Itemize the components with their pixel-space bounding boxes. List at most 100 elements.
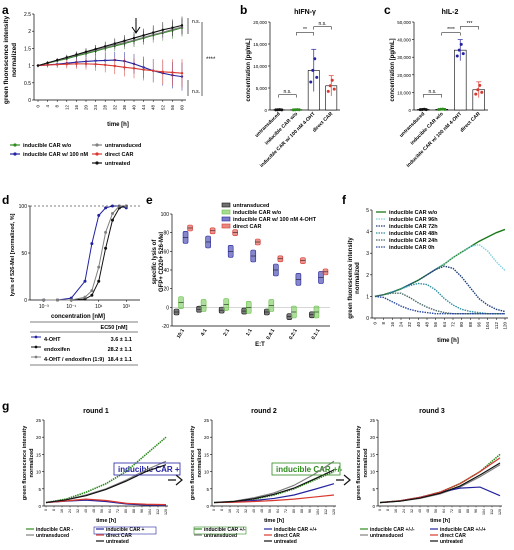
f-xtick-label: 88 (468, 322, 473, 328)
d-row-value-2: 28.2 ± 1.1 (108, 347, 132, 353)
d-point (42, 298, 46, 302)
c-category-label: inducible CAR w/o (409, 111, 444, 146)
g2-xtick-label: 16 (228, 509, 232, 513)
c-datapoint (424, 108, 428, 112)
b-ylabel: concentration [pg/mL] (246, 38, 252, 101)
a-xtick-label: 16 (74, 105, 79, 111)
g3-xlabel: time [h] (430, 518, 450, 524)
a-ns-bottom: n.s. (192, 89, 200, 95)
b-sig-bracket (313, 26, 332, 30)
c-datapoint (443, 107, 447, 111)
e-ytick-label: 20 (163, 287, 169, 293)
g1-xtick-label: 40 (84, 509, 88, 513)
c-sig-label: **** (447, 27, 455, 33)
d-row-name-1: 4-OHT (44, 337, 61, 343)
g2-xtick-label: 120 (332, 509, 336, 515)
a-point (142, 68, 145, 71)
f-xtick-label: 32 (407, 322, 412, 328)
g3-ytick-label: 5 (372, 487, 375, 492)
d-xlabel: concentration [nM] (51, 314, 105, 320)
a-point (123, 66, 126, 69)
a-legend-marker (13, 143, 17, 147)
a-point (161, 70, 164, 73)
f-xtick-label: 112 (494, 322, 499, 330)
e-ytick-label: 0 (166, 305, 169, 311)
d-point (69, 298, 73, 302)
g1-xtick-label: 72 (116, 509, 120, 513)
g2-ytick-label: 25 (204, 418, 210, 423)
f-xtick-label: 120 (503, 322, 508, 330)
a-point (132, 67, 136, 70)
d-point (90, 289, 94, 293)
c-category-label: direct CAR (459, 111, 482, 134)
g2-ytick-label: 5 (206, 487, 209, 492)
a-series-line (37, 24, 183, 67)
e-ytick-label: 100 (161, 212, 170, 218)
b-ytick-label: 10,000 (253, 64, 267, 69)
a-xtick-label: 12 (64, 105, 69, 111)
e-ytick-label: 60 (163, 249, 169, 255)
g3-xtick-label: 16 (394, 509, 398, 513)
g1-xtick-label: 48 (92, 509, 96, 513)
a-legend-marker (95, 152, 99, 156)
a-xtick-label: 52 (160, 105, 165, 111)
b-datapoint (280, 108, 284, 112)
g3-xtick-label: 104 (482, 509, 486, 515)
a-xtick-label: 20 (84, 105, 89, 111)
e-ytick-label: -20 (162, 324, 169, 330)
f-xtick-label: 48 (425, 322, 430, 328)
g3-ylabel-1: green fluorescence intensity (356, 425, 362, 501)
f-ytick-label: 0 (366, 316, 369, 322)
f-xtick-label: 80 (459, 322, 464, 328)
b-title: hIFN-γ (294, 9, 316, 16)
g3-xtick-label: 88 (466, 509, 470, 513)
d-table-header: EC50 [nM] (101, 325, 128, 331)
g1-xtick-label: 64 (108, 509, 112, 513)
a-ytick-label: 2.5 (24, 12, 31, 18)
d-row-name-3: 4-OHT / endoxifen (1:9) (44, 357, 104, 363)
e-category-label: 0.2:1 (288, 328, 299, 341)
g1-xtick-label: 56 (100, 509, 104, 513)
f-ytick-label: 3 (366, 251, 369, 257)
e-category-label: 0.1:1 (311, 328, 322, 341)
f-legend-label: inducible CAR 24h (389, 238, 438, 244)
d-table-marker (34, 345, 38, 349)
g2-ylabel-1: green fluorescence intensity (190, 425, 196, 501)
g1-xtick-label: 88 (132, 509, 136, 513)
g2-ytick-label: 0 (206, 504, 209, 509)
g2-xtick-label: 112 (324, 509, 328, 515)
e-ytick-label: 80 (163, 231, 169, 237)
d-point (56, 298, 59, 302)
c-sig-label: *** (467, 21, 473, 27)
g1-series-line (45, 498, 167, 506)
a-xtick-label: 36 (122, 105, 127, 111)
a-point (46, 63, 49, 67)
d-point (104, 206, 108, 210)
a-legend-label: inducible CAR w/ 100 nM (23, 152, 89, 158)
g2-xtick-label: 32 (244, 509, 248, 513)
panel-label-d: d (2, 193, 9, 207)
g3-legend-label: untreated (440, 539, 463, 545)
e-ytick-label: 40 (163, 268, 169, 274)
a-point (113, 64, 117, 68)
e-ylabel-2: GFP+ CD20+ 526-Mel (159, 232, 165, 292)
g1-legend-label: direct CAR (106, 533, 132, 539)
a-xtick-label: 48 (151, 105, 156, 111)
a-point (75, 62, 78, 66)
e-legend-swatch (221, 202, 231, 208)
a-legend-marker (95, 161, 99, 165)
d-point (111, 218, 114, 222)
f-legend-label: inducible CAR w/o (389, 210, 438, 216)
g1-xtick-label: 16 (60, 509, 64, 513)
g2-xtick-label: 48 (260, 509, 264, 513)
g3-xtick-label: 24 (402, 509, 406, 513)
g-round-1-legend-highlight (93, 526, 157, 535)
g3-series-line (379, 486, 501, 504)
g1-xtick-label: 96 (140, 509, 144, 513)
b-ytick-label: 20,000 (253, 20, 267, 25)
a-point (132, 36, 136, 40)
f-xtick-label: 0 (373, 322, 378, 325)
a-series-line (37, 59, 183, 78)
e-legend-label: untransduced (233, 203, 269, 209)
